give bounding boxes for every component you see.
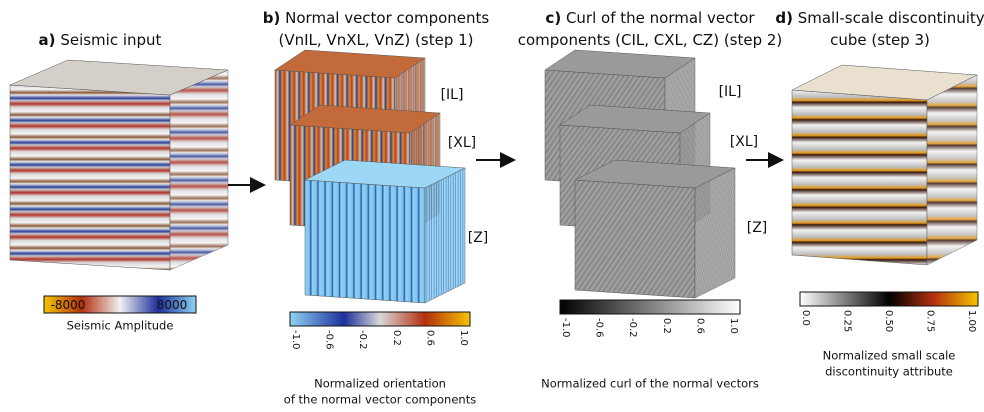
colorbar-tick-label: 0.0 (800, 310, 811, 326)
colorbar-tick-label: -0.2 (627, 318, 638, 338)
colorbar (289, 311, 471, 327)
colorbar-caption: Seismic Amplitude (67, 319, 174, 333)
colorbar-caption: Normalized small scale (823, 349, 956, 363)
colorbar-tick-label: -0.6 (324, 330, 335, 350)
panel-label: b) (263, 9, 281, 27)
colorbar-tick-label: -0.2 (357, 330, 368, 350)
arrows (228, 152, 784, 193)
colorbar (43, 295, 197, 314)
cube (574, 159, 736, 299)
cube-label: [XL] (730, 134, 758, 150)
colorbar-tick-label: 0.75 (925, 310, 936, 332)
cube-front (304, 179, 426, 304)
panel-title-text: Normal vector components (285, 9, 489, 27)
colorbar (559, 299, 741, 315)
cube-side (169, 69, 229, 271)
cube-side (424, 167, 466, 304)
panel-title: components (CIL, CXL, CZ) (step 2) (518, 31, 783, 49)
colorbar-caption: of the normal vector components (284, 393, 476, 407)
colorbar-tick-label: -8000 (51, 298, 86, 312)
panel-title: cube (step 3) (830, 31, 930, 49)
panel-title: a) Seismic input (39, 31, 162, 49)
cube (9, 59, 229, 271)
colorbar-caption: Normalized orientation (314, 377, 446, 391)
colorbar-tick-label: 8000 (157, 298, 188, 312)
panel-title-text: (VnIL, VnXL, VnZ) (step 1) (279, 31, 474, 49)
cube-label: [Z] (747, 220, 768, 236)
cube-side (926, 74, 978, 266)
colorbar-caption: discontinuity attribute (825, 365, 953, 379)
cube (791, 64, 978, 266)
colorbar-tick-label: 0.2 (661, 318, 672, 334)
cube-label: [XL] (448, 135, 476, 151)
colorbar-tick-label: -1.0 (560, 318, 571, 338)
cube-label: [IL] (719, 84, 742, 100)
panel-title: (VnIL, VnXL, VnZ) (step 1) (279, 31, 474, 49)
cube-front (9, 84, 171, 271)
panel-title-text: components (CIL, CXL, CZ) (step 2) (518, 31, 783, 49)
colorbar-tick-label: 0.6 (424, 330, 435, 346)
cube (304, 159, 466, 304)
panel-title: b) Normal vector components (263, 9, 490, 27)
colorbar-tick-label: 1.0 (728, 318, 739, 334)
panel-title: c) Curl of the normal vector (545, 9, 755, 27)
panel-label: d) (775, 9, 793, 27)
cube-label: [IL] (441, 87, 464, 103)
colorbar-tick-label: 0.2 (391, 330, 402, 346)
cube-side (694, 167, 736, 299)
cube-front (791, 89, 928, 266)
colorbar-caption: Normalized curl of the normal vectors (541, 377, 759, 391)
cube-front (574, 179, 696, 299)
cube-label: [Z] (468, 230, 489, 246)
colorbar-tick-label: -1.0 (290, 330, 301, 350)
panel-title-text: cube (step 3) (830, 31, 930, 49)
colorbar-tick-label: 0.50 (883, 310, 894, 332)
panel-title-text: Small-scale discontinuity (798, 9, 984, 27)
panel-label: a) (39, 31, 56, 49)
panel-title-text: Curl of the normal vector (566, 9, 755, 27)
panel-title: d) Small-scale discontinuity (775, 9, 984, 27)
colorbar-tick-label: 1.00 (966, 310, 977, 332)
panel-title-text: Seismic input (60, 31, 161, 49)
panel-label: c) (545, 9, 561, 27)
colorbar-tick-label: 0.25 (842, 310, 853, 332)
colorbar-tick-label: 0.6 (694, 318, 705, 334)
colorbar-tick-label: -0.6 (594, 318, 605, 338)
colorbar (799, 291, 979, 307)
colorbar-tick-label: 1.0 (458, 330, 469, 346)
